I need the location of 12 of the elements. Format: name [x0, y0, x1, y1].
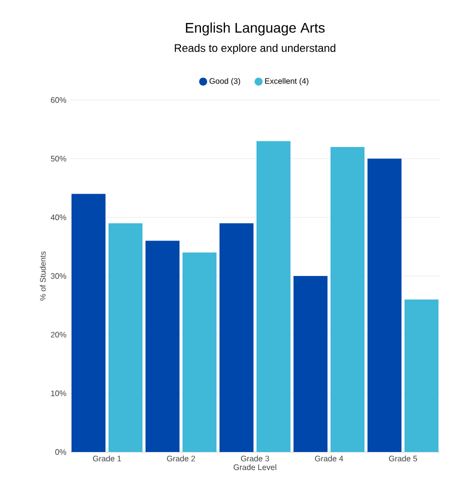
bar [368, 158, 402, 452]
bar [330, 146, 364, 452]
bar [72, 194, 106, 452]
chart-title: English Language Arts [186, 22, 325, 36]
bar [256, 141, 290, 452]
bar [108, 223, 142, 452]
bar [220, 223, 254, 452]
bar [182, 252, 216, 452]
bar [294, 276, 328, 452]
bar [404, 299, 438, 452]
chart-subtitle: Reads to explore and understand [174, 44, 336, 54]
bar [146, 240, 180, 452]
